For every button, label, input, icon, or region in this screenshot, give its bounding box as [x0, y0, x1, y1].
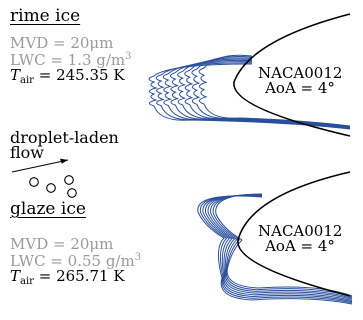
glaze-ice-layer: [202, 195, 353, 303]
droplet: [29, 177, 39, 187]
glaze-mvd-text: MVD = 20μm: [10, 235, 114, 253]
rime-ice-layers: [148, 54, 351, 130]
rime-lwc-text: LWC = 1.3 g/m3: [10, 51, 132, 69]
glaze-ice-diagram: [197, 171, 353, 305]
glaze-airfoil-outline: [237, 171, 351, 297]
rime-ice-layer: [198, 54, 351, 127]
glaze-ice-heading: glaze ice: [10, 199, 86, 219]
rime-ice-diagram: [148, 13, 351, 137]
glaze-airfoil-label: NACA0012 AoA = 4°: [258, 222, 343, 255]
glaze-ice-layer: [197, 195, 353, 305]
rime-airfoil-outline: [233, 13, 351, 137]
glaze-ice-layers: [197, 193, 353, 305]
glaze-lwc-text: LWC = 0.55 g/m3: [10, 252, 142, 270]
droplets: [29, 175, 77, 198]
glaze-ice-layer: [200, 195, 353, 304]
droplet: [67, 188, 77, 198]
glaze-ice-layer: [212, 193, 353, 298]
glaze-ice-layer: [210, 194, 353, 299]
rime-ice-heading: rime ice: [10, 6, 81, 26]
droplet: [64, 175, 74, 185]
rime-temperature-text: Tair = 245.35 K: [10, 66, 125, 86]
glaze-ice-layer: [215, 193, 353, 297]
rime-airfoil-label: NACA0012 AoA = 4°: [258, 64, 343, 97]
droplet: [46, 183, 56, 193]
glaze-temperature-text: Tair = 265.71 K: [10, 267, 125, 287]
flow-arrow: [11, 158, 69, 173]
rime-ice-layer: [191, 56, 351, 127]
glaze-ice-layer: [207, 194, 353, 300]
glaze-ice-layer: [205, 194, 353, 302]
rime-ice-layer: [148, 63, 351, 130]
rime-mvd-text: MVD = 20μm: [10, 34, 114, 52]
flow-label: droplet-laden flow: [10, 128, 119, 162]
